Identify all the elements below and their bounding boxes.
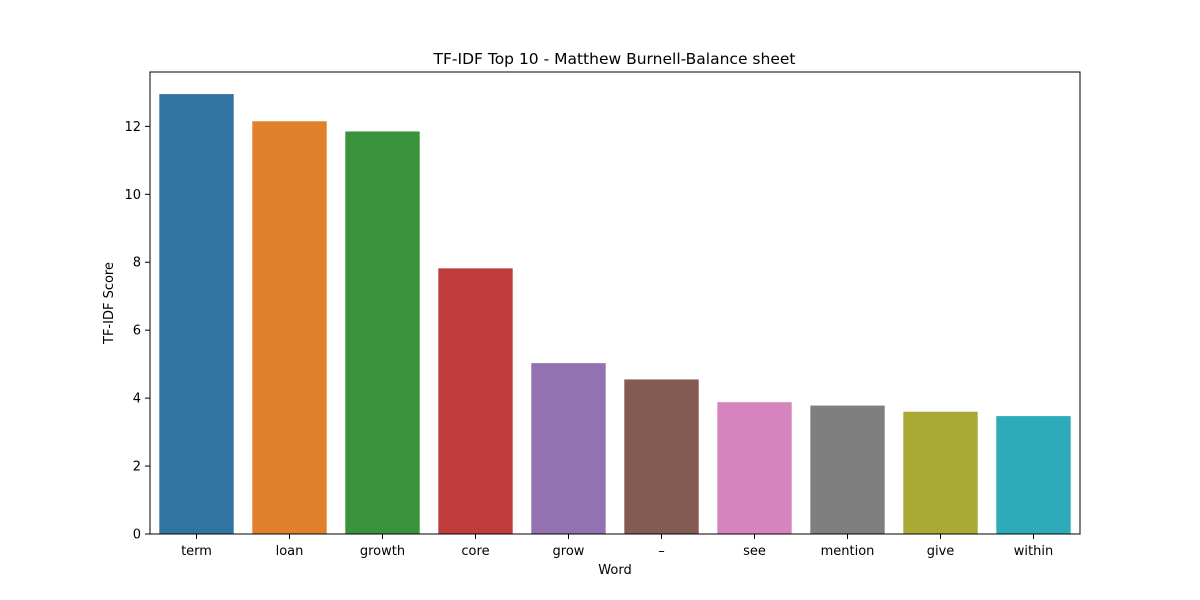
bar-2 [252, 121, 327, 534]
y-tick-label: 6 [133, 324, 141, 339]
y-tick-label: 8 [133, 256, 141, 271]
bar-3 [345, 131, 420, 534]
bar-1 [159, 94, 234, 534]
bar-7 [717, 402, 792, 534]
x-tick-label: term [181, 544, 212, 559]
chart-title: TF-IDF Top 10 - Matthew Burnell-Balance … [433, 50, 796, 68]
x-tick-label: loan [276, 544, 304, 559]
bar-6 [624, 379, 699, 534]
x-tick-label: grow [553, 544, 585, 559]
x-axis-label: Word [598, 563, 631, 578]
y-tick-label: 0 [133, 528, 141, 543]
y-tick-label: 10 [124, 188, 141, 203]
bar-4 [438, 268, 513, 534]
plot-area-frame [149, 71, 1081, 535]
y-axis-label: TF-IDF Score [102, 262, 117, 345]
y-axis-ticks: 0 2 4 6 8 10 12 [124, 120, 150, 543]
x-tick-label: mention [821, 544, 875, 559]
x-tick-label: core [461, 544, 489, 559]
x-tick-label: see [743, 544, 766, 559]
x-tick-label: give [927, 544, 955, 559]
bar-8 [810, 405, 885, 534]
bar-9 [903, 411, 978, 534]
bar-5 [531, 363, 606, 534]
y-tick-label: 4 [133, 392, 141, 407]
bars-group [159, 94, 1071, 534]
y-tick-label: 12 [124, 120, 141, 135]
bar-10 [996, 416, 1071, 534]
x-tick-label: – [658, 544, 665, 559]
x-tick-label: growth [360, 544, 405, 559]
x-axis-ticks: term loan growth core grow – see mention give wit… [181, 534, 1053, 559]
x-tick-label: within [1014, 544, 1053, 559]
y-tick-label: 2 [133, 460, 141, 475]
